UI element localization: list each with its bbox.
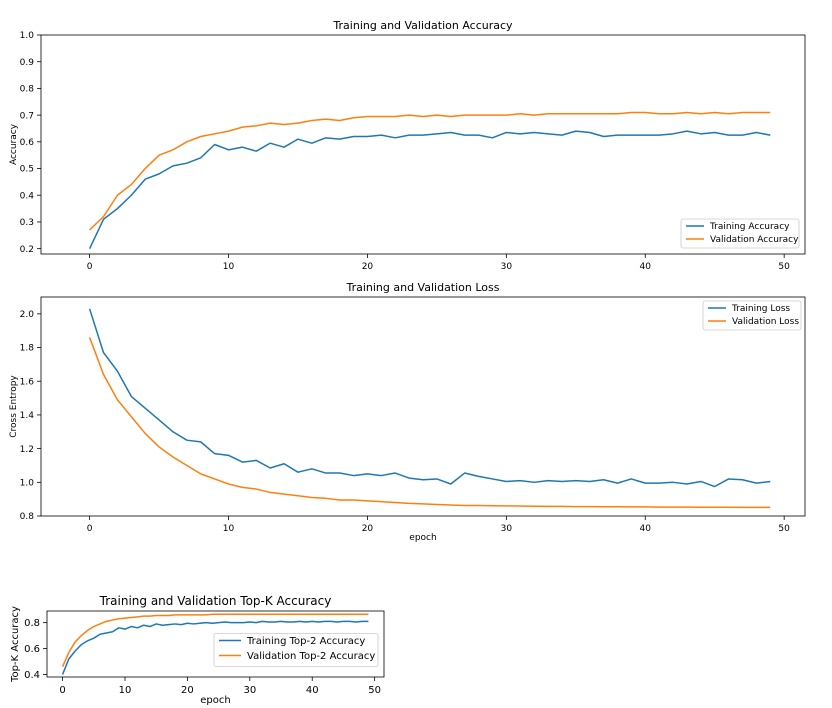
legend-box [213, 633, 379, 667]
y-tick-label: 0.5 [20, 165, 34, 175]
chart-title: Training and Validation Accuracy [332, 19, 513, 32]
y-tick-label: 1.0 [20, 31, 35, 41]
x-tick-label: 0 [59, 685, 65, 696]
x-tick-label: 40 [640, 524, 652, 534]
y-tick-label: 0.7 [20, 111, 34, 121]
plot-frame [40, 34, 806, 255]
y-axis-label: Accuracy [9, 123, 19, 165]
x-axis-label: epoch [200, 695, 230, 706]
y-tick-label: 0.8 [20, 85, 35, 95]
x-tick-label: 30 [501, 524, 513, 534]
x-tick-label: 0 [87, 262, 93, 272]
plot-frame [40, 296, 806, 517]
y-tick-label: 1.4 [20, 411, 35, 421]
x-tick-label: 0 [87, 524, 93, 534]
x-axis-label: epoch [409, 533, 436, 543]
x-tick-label: 10 [223, 524, 235, 534]
legend-label-2: Validation Accuracy [710, 235, 799, 245]
legend-label-1: Training Loss [731, 304, 790, 314]
x-tick-label: 40 [306, 685, 319, 696]
y-axis-label: Cross Entropy [9, 375, 19, 438]
y-tick-label: 2.0 [20, 310, 35, 320]
y-tick-label: 0.2 [20, 245, 34, 255]
chart-title: Training and Validation Loss [345, 281, 499, 294]
legend: Training Loss Validation Loss [702, 300, 802, 331]
series-line-1 [61, 620, 369, 675]
x-tick-label: 20 [362, 524, 374, 534]
chart-title: Training and Validation Top-K Accuracy [99, 594, 332, 608]
legend: Training Accuracy Validation Accuracy [680, 218, 800, 249]
y-tick-label: 0.3 [20, 218, 34, 228]
x-tick-label: 30 [243, 685, 256, 696]
series-line-2 [88, 337, 771, 509]
x-tick-label: 20 [362, 262, 374, 272]
legend-label-1: Training Accuracy [709, 222, 790, 232]
y-tick-label: 0.8 [24, 618, 40, 629]
x-tick-label: 50 [778, 524, 790, 534]
y-tick-label: 1.2 [20, 445, 34, 455]
chart-1: Training and Validation Accuracy 0 10 20 30 4… [9, 19, 806, 272]
x-tick-label: 10 [119, 685, 132, 696]
plot-frame [46, 610, 385, 678]
chart-3: Training and Validation Top-K Accuracy 0 1… [10, 594, 385, 706]
series-line-2 [89, 111, 771, 231]
series-line-2 [61, 613, 369, 667]
series-line-1 [88, 308, 771, 488]
legend-label-2: Validation Loss [732, 317, 799, 327]
legend-box [702, 300, 802, 331]
x-tick-label: 20 [181, 685, 194, 696]
chart-2: Training and Validation Loss 0 10 20 30 40 50 0… [9, 281, 806, 543]
legend-label-1: Training Top-2 Accuracy [246, 636, 365, 647]
x-tick-label: 30 [501, 262, 513, 272]
legend: Training Top-2 Accuracy Validation Top-2 … [213, 633, 379, 667]
y-tick-label: 0.6 [20, 138, 35, 148]
legend-label-2: Validation Top-2 Accuracy [247, 651, 375, 662]
y-tick-label: 1.0 [20, 478, 35, 488]
series-line-1 [88, 130, 771, 249]
x-tick-label: 10 [223, 262, 235, 272]
y-axis-label: Top-K Accuracy [10, 606, 21, 683]
x-tick-label: 50 [368, 685, 381, 696]
y-tick-label: 0.6 [24, 644, 40, 655]
x-tick-label: 50 [778, 262, 790, 272]
y-tick-label: 0.4 [20, 191, 35, 201]
x-tick-label: 40 [640, 262, 652, 272]
y-tick-label: 0.4 [24, 670, 40, 681]
y-tick-label: 1.6 [20, 377, 35, 387]
legend-box [680, 218, 800, 249]
y-tick-label: 0.9 [20, 58, 35, 68]
y-tick-label: 1.8 [20, 344, 35, 354]
y-tick-label: 0.8 [20, 512, 35, 522]
